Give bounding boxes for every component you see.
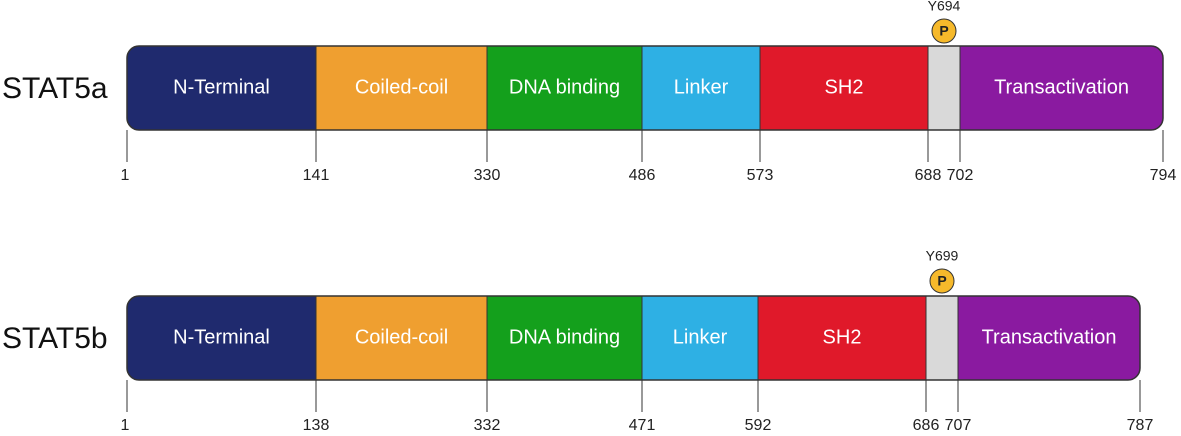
position-label: 787 — [1127, 417, 1154, 434]
position-label: 707 — [945, 417, 972, 434]
domain — [641, 296, 759, 380]
position-label: 688 — [915, 167, 942, 184]
position-label: 592 — [745, 417, 772, 434]
position-label: 1 — [121, 167, 130, 184]
domain — [641, 46, 761, 130]
position-label: 686 — [913, 417, 940, 434]
position-label: 1 — [121, 417, 130, 434]
domain — [315, 296, 488, 380]
domain-label: N-Terminal — [173, 76, 270, 98]
domain-label: Coiled-coil — [355, 326, 448, 348]
protein-name: STAT5a — [2, 72, 108, 105]
domain-label: Linker — [674, 76, 729, 98]
position-label: 486 — [629, 167, 656, 184]
position-label: 138 — [303, 417, 330, 434]
domain — [486, 296, 643, 380]
phospho-marker — [931, 18, 957, 44]
position-label: 471 — [629, 417, 656, 434]
domain — [759, 46, 929, 130]
domain-label: DNA binding — [509, 326, 620, 348]
position-label: 141 — [303, 167, 330, 184]
bar-outline — [126, 295, 1141, 381]
domain — [315, 46, 488, 130]
domain — [757, 296, 927, 380]
domain-label: DNA binding — [509, 76, 620, 98]
domain — [927, 46, 961, 130]
domain-label: Linker — [673, 326, 728, 348]
domain — [925, 296, 959, 380]
site-label: Y694 — [928, 0, 961, 14]
position-label: 702 — [947, 167, 974, 184]
domain-label: Coiled-coil — [355, 76, 448, 98]
site-label: Y699 — [926, 248, 959, 264]
position-label: 332 — [474, 417, 501, 434]
domain — [486, 46, 643, 130]
domain-label: SH2 — [825, 76, 864, 98]
domain-label: SH2 — [823, 326, 862, 348]
protein-bar — [127, 296, 1140, 380]
domain — [957, 296, 1140, 380]
phospho-marker — [929, 268, 955, 294]
bar-outline — [126, 45, 1164, 131]
position-label: 330 — [474, 167, 501, 184]
phospho-label: P — [937, 273, 946, 289]
position-label: 573 — [747, 167, 774, 184]
phospho-label: P — [939, 23, 948, 39]
protein-bar — [127, 46, 1163, 130]
position-label: 794 — [1150, 167, 1177, 184]
domain-label: Transactivation — [994, 76, 1129, 98]
domain-label: N-Terminal — [173, 326, 270, 348]
domain — [127, 296, 317, 380]
domain-label: Transactivation — [982, 326, 1117, 348]
domain — [959, 46, 1163, 130]
protein-name: STAT5b — [2, 322, 108, 355]
